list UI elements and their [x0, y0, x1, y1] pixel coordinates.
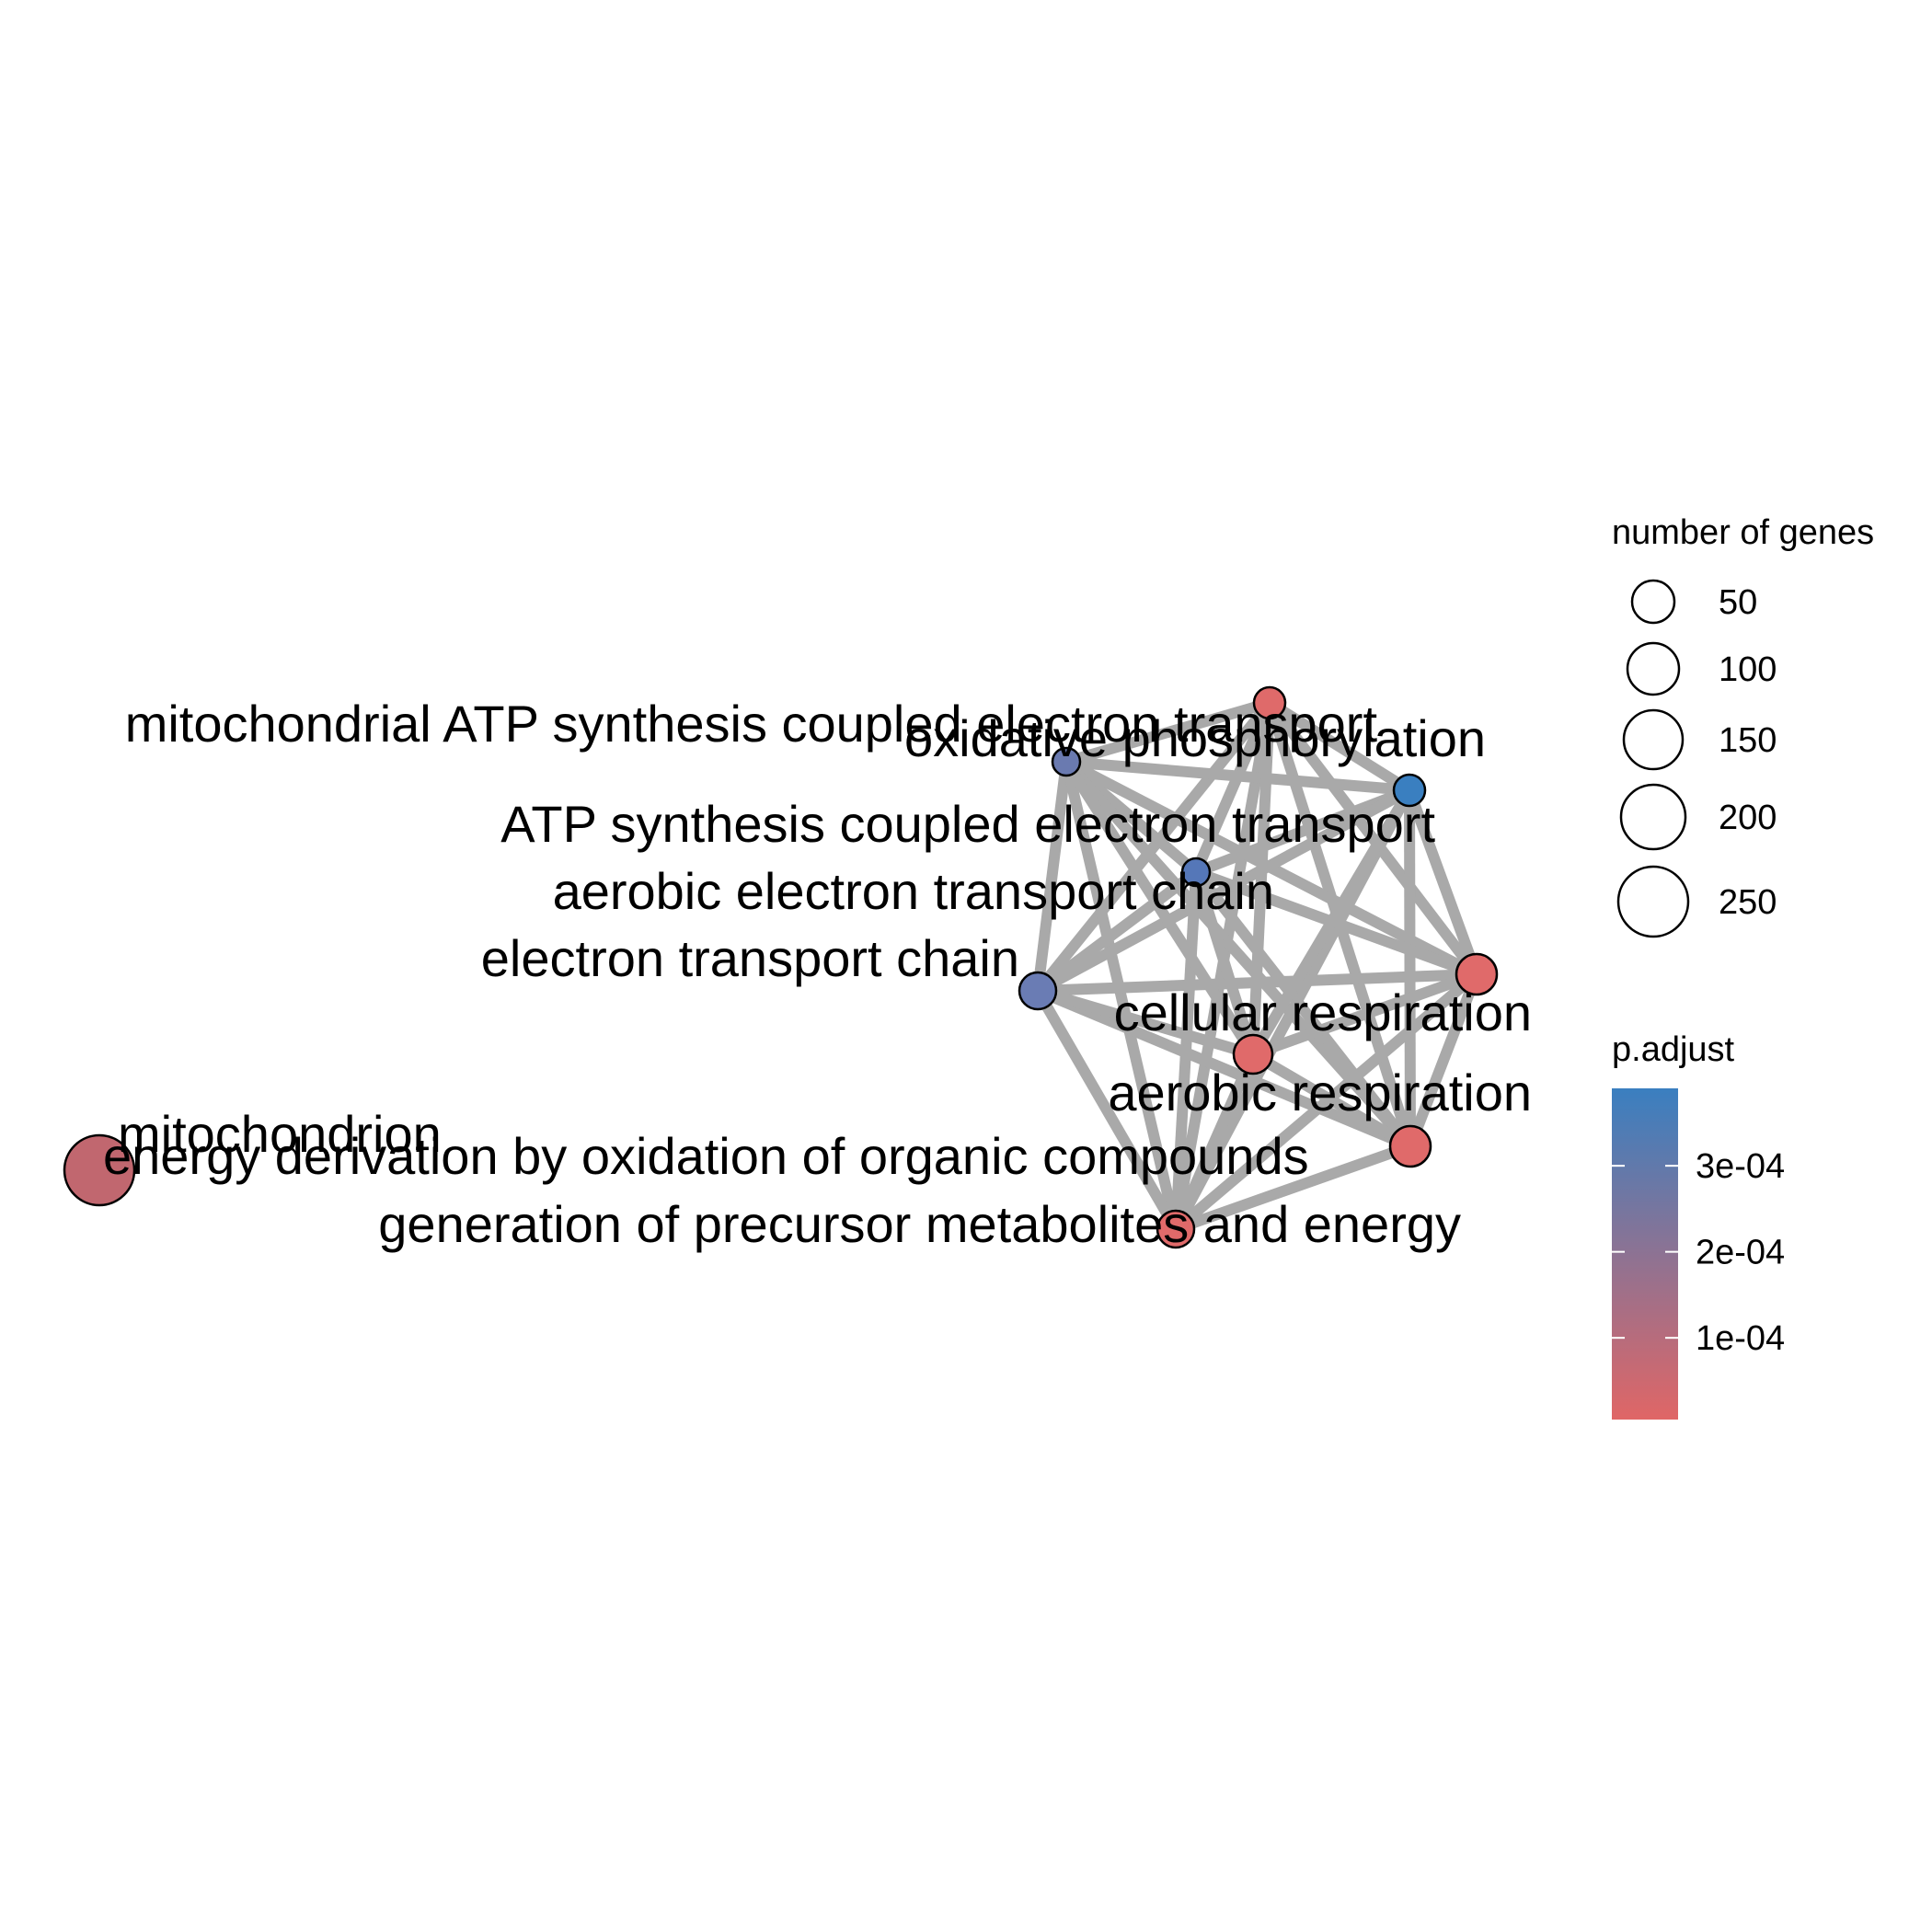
- size-legend-label: 200: [1719, 799, 1777, 837]
- color-legend: p.adjust 3e-04 2e-04 1e-04: [1612, 1030, 1785, 1420]
- color-legend-title: p.adjust: [1612, 1030, 1735, 1069]
- edge-aetc-hub: [1190, 870, 1259, 1056]
- size-legend-circle: [1626, 641, 1681, 696]
- edge-oxphos-etc: [1033, 699, 1274, 995]
- edge-oxphos-cr: [1265, 699, 1481, 978]
- edge-atp-ar: [1404, 789, 1416, 1147]
- node-label-aetc: aerobic electron transport chain: [553, 862, 1274, 920]
- node-mito: [63, 1133, 136, 1207]
- size-legend: number of genes 50 100 150 200 250: [1612, 513, 1874, 938]
- size-legend-circle: [1622, 708, 1685, 771]
- node-label-oxphos: oxidative phosphorylation: [904, 709, 1486, 767]
- size-legend-circle: [1619, 783, 1687, 851]
- node-matp: [1051, 746, 1082, 777]
- node-label-atp: ATP synthesis coupled electron transport: [500, 795, 1435, 853]
- edge-atp-cr: [1404, 788, 1482, 977]
- edge-etc-gpme: [1032, 987, 1181, 1233]
- node-label-cr: cellular respiration: [1114, 983, 1532, 1041]
- node-oxphos: [1252, 685, 1287, 720]
- size-legend-title: number of genes: [1612, 513, 1874, 552]
- edge-gpme-ar: [1174, 1141, 1412, 1235]
- size-legend-circle: [1630, 579, 1676, 625]
- edge-aetc-ar: [1191, 868, 1415, 1150]
- node-aetc: [1180, 857, 1212, 888]
- edge-layer: [1032, 697, 1482, 1235]
- node-cr: [1455, 952, 1499, 996]
- node-label-ar: aerobic respiration: [1108, 1064, 1532, 1121]
- node-label-matp: mitochondrial ATP synthesis coupled elec…: [125, 695, 1378, 753]
- edge-oxphos-aetc: [1190, 700, 1275, 875]
- edge-cr-ar: [1405, 972, 1482, 1149]
- color-legend-tick-label: 1e-04: [1696, 1319, 1785, 1358]
- color-legend-bar: [1612, 1088, 1678, 1420]
- edge-cr-hub: [1250, 969, 1479, 1060]
- size-legend-label: 150: [1719, 721, 1777, 760]
- edge-matp-etc: [1032, 761, 1072, 992]
- edge-atp-etc: [1035, 785, 1412, 996]
- edge-gpme-hub: [1170, 1052, 1259, 1232]
- edge-etc-ar: [1035, 985, 1413, 1152]
- edge-oxphos-hub: [1248, 702, 1275, 1055]
- node-etc: [1018, 971, 1058, 1011]
- edge-oxphos-atp: [1266, 697, 1413, 796]
- edge-matp-atp: [1065, 756, 1410, 796]
- size-legend-label: 50: [1719, 583, 1757, 622]
- edge-matp-hub: [1061, 758, 1259, 1058]
- edge-atp-hub: [1248, 787, 1415, 1058]
- node-hub: [1232, 1033, 1274, 1075]
- node-layer: [63, 685, 1499, 1249]
- node-ar: [1388, 1124, 1432, 1168]
- edge-ar-hub: [1249, 1049, 1414, 1152]
- node-label-edao: energy derivation by oxidation of organi…: [103, 1127, 1309, 1185]
- node-label-mito: mitochondrion: [118, 1105, 442, 1163]
- color-legend-tick-label: 3e-04: [1696, 1147, 1785, 1186]
- edge-aetc-etc: [1034, 868, 1200, 995]
- node-label-gpme: generation of precursor metabolites and …: [378, 1195, 1461, 1253]
- edge-etc-hub: [1036, 985, 1255, 1060]
- color-legend-tick-label: 2e-04: [1696, 1234, 1785, 1272]
- node-gpme: [1156, 1209, 1196, 1249]
- edge-oxphos-matp: [1064, 697, 1271, 767]
- size-legend-label: 100: [1719, 650, 1777, 689]
- node-label-etc: electron transport chain: [481, 929, 1019, 987]
- edge-matp-gpme: [1061, 760, 1181, 1231]
- node-atp: [1392, 773, 1427, 808]
- size-legend-label: 250: [1719, 883, 1777, 922]
- size-legend-circle: [1616, 865, 1690, 938]
